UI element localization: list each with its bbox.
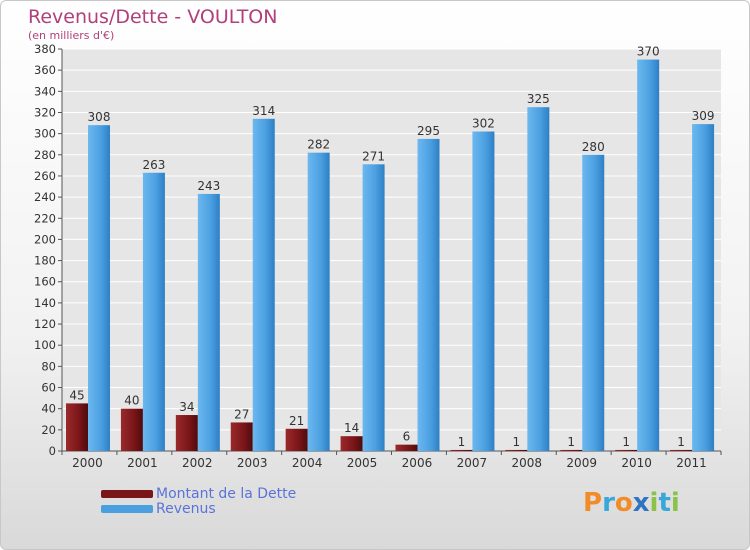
label-dette-2003: 27 — [234, 407, 249, 421]
y-tick-label-180: 180 — [34, 254, 56, 268]
x-tick-label-2011: 2011 — [676, 456, 707, 470]
x-tick-label-2004: 2004 — [292, 456, 323, 470]
bar-revenus-2006 — [417, 138, 440, 451]
label-revenus-2004: 282 — [307, 138, 330, 152]
logo-letter: P — [583, 488, 603, 518]
label-dette-2011: 1 — [677, 435, 685, 449]
y-tick-label-60: 60 — [41, 381, 56, 395]
y-tick-label-260: 260 — [34, 169, 56, 183]
legend-swatch-revenus — [101, 505, 153, 513]
y-tick-label-300: 300 — [34, 127, 56, 141]
label-revenus-2007: 302 — [472, 117, 495, 131]
logo-letter: i — [670, 488, 680, 518]
y-tick-label-120: 120 — [34, 317, 56, 331]
label-dette-2000: 45 — [69, 388, 84, 402]
bar-dette-2004 — [285, 428, 308, 451]
x-tick-label-2002: 2002 — [182, 456, 213, 470]
bar-dette-2009 — [560, 449, 583, 451]
y-tick-label-360: 360 — [34, 63, 56, 77]
legend-label-revenus: Revenus — [156, 501, 216, 517]
y-tick-label-160: 160 — [34, 275, 56, 289]
label-dette-2001: 40 — [124, 394, 139, 408]
x-tick-label-2005: 2005 — [347, 456, 378, 470]
x-tick-label-2010: 2010 — [621, 456, 652, 470]
logo-letter: r — [602, 488, 615, 518]
label-dette-2008: 1 — [513, 435, 521, 449]
x-tick-label-2000: 2000 — [72, 456, 103, 470]
bar-dette-2006 — [395, 444, 418, 451]
y-tick-label-0: 0 — [49, 444, 56, 458]
label-dette-2010: 1 — [622, 435, 630, 449]
bar-revenus-2000 — [88, 125, 110, 451]
label-revenus-2001: 263 — [142, 158, 165, 172]
logo-letter: o — [614, 488, 633, 518]
bar-revenus-2004 — [307, 152, 330, 451]
plot-area — [62, 49, 721, 451]
bar-revenus-2007 — [472, 131, 495, 451]
y-tick-label-20: 20 — [41, 423, 56, 437]
label-revenus-2010: 370 — [637, 45, 660, 59]
logo-letter: t — [658, 488, 671, 518]
y-tick-label-220: 220 — [34, 211, 56, 225]
label-revenus-2003: 314 — [252, 104, 275, 118]
x-tick-label-2006: 2006 — [402, 456, 433, 470]
bar-revenus-2009 — [582, 154, 605, 451]
bar-dette-2001 — [120, 408, 143, 451]
bar-revenus-2003 — [252, 118, 275, 452]
bar-dette-2008 — [505, 449, 528, 451]
x-tick-label-2008: 2008 — [512, 456, 543, 470]
bar-dette-2002 — [175, 415, 198, 451]
x-tick-label-2003: 2003 — [237, 456, 268, 470]
bar-revenus-2002 — [197, 193, 220, 451]
bar-revenus-2005 — [362, 164, 385, 451]
bar-dette-2010 — [615, 449, 638, 451]
y-tick-label-40: 40 — [41, 402, 56, 416]
chart-title: Revenus/Dette - VOULTON — [28, 6, 278, 28]
label-dette-2006: 6 — [403, 430, 411, 444]
label-revenus-2009: 280 — [582, 140, 605, 154]
bar-revenus-2008 — [527, 107, 550, 452]
y-tick-label-320: 320 — [34, 105, 56, 119]
proxiti-logo: Proxiti — [583, 488, 680, 518]
y-tick-label-200: 200 — [34, 232, 56, 246]
label-dette-2002: 34 — [179, 400, 194, 414]
bar-dette-2011 — [670, 449, 693, 451]
bar-revenus-2010 — [637, 59, 660, 451]
bar-revenus-2011 — [692, 124, 715, 451]
y-tick-label-340: 340 — [34, 84, 56, 98]
chart-subtitle: (en milliers d'€) — [28, 29, 115, 42]
label-dette-2009: 1 — [567, 435, 575, 449]
bar-revenus-2001 — [142, 172, 165, 451]
y-tick-label-240: 240 — [34, 190, 56, 204]
label-revenus-2000: 308 — [88, 110, 111, 124]
y-tick-label-140: 140 — [34, 296, 56, 310]
bar-dette-2005 — [340, 436, 363, 451]
y-tick-label-380: 380 — [34, 42, 56, 56]
label-revenus-2002: 243 — [197, 179, 220, 193]
y-tick-label-80: 80 — [41, 359, 56, 373]
y-tick-label-280: 280 — [34, 148, 56, 162]
bar-dette-2007 — [450, 449, 473, 451]
x-tick-label-2007: 2007 — [457, 456, 488, 470]
logo-letter: i — [649, 488, 659, 518]
label-revenus-2005: 271 — [362, 149, 385, 163]
label-dette-2007: 1 — [458, 435, 466, 449]
logo-letter: x — [632, 488, 650, 518]
label-dette-2004: 21 — [289, 414, 304, 428]
label-revenus-2011: 309 — [692, 109, 715, 123]
legend-swatch-dette — [101, 490, 153, 498]
label-revenus-2008: 325 — [527, 92, 550, 106]
x-tick-label-2009: 2009 — [566, 456, 597, 470]
y-tick-label-100: 100 — [34, 338, 56, 352]
bar-dette-2000 — [66, 403, 88, 451]
bar-dette-2003 — [230, 422, 253, 451]
label-dette-2005: 14 — [344, 421, 359, 435]
label-revenus-2006: 295 — [417, 124, 440, 138]
legend-label-dette: Montant de la Dette — [156, 486, 297, 502]
x-tick-label-2001: 2001 — [127, 456, 158, 470]
